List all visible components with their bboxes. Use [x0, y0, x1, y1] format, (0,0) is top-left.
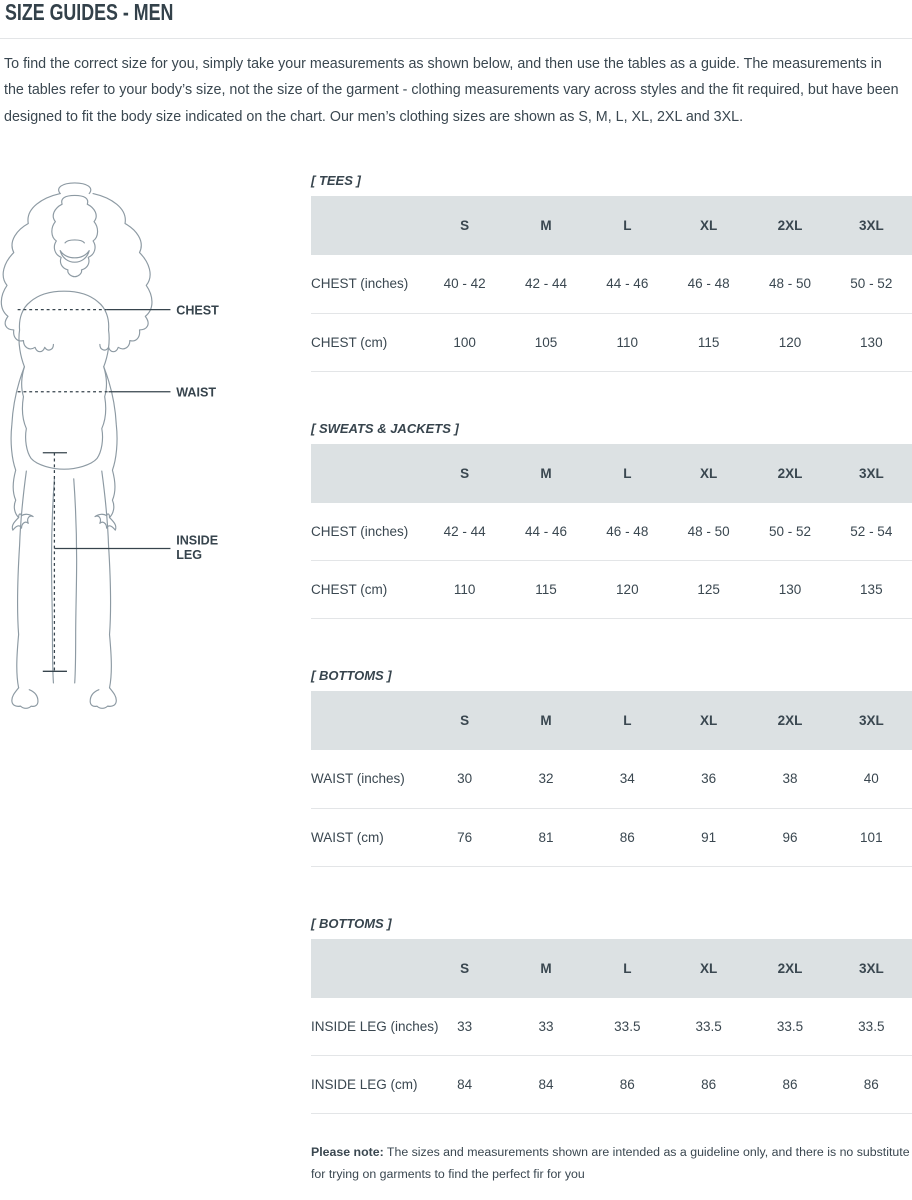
svg-text:WAIST: WAIST [176, 386, 216, 400]
svg-text:INSIDE: INSIDE [176, 534, 218, 548]
svg-text:LEG: LEG [176, 548, 202, 562]
svg-text:CHEST: CHEST [176, 303, 219, 317]
